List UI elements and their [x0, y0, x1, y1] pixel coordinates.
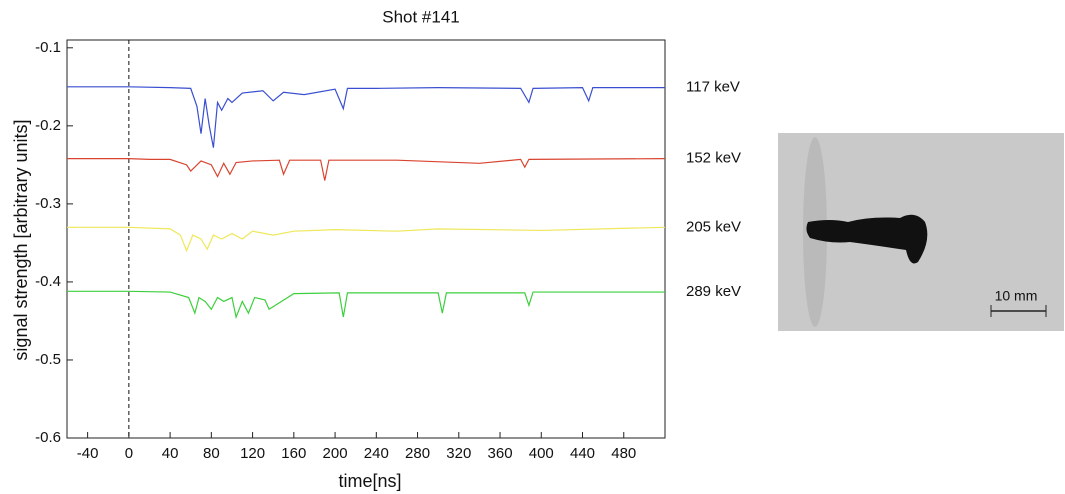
- series-line: [67, 290, 665, 320]
- x-tick-label: 200: [323, 445, 348, 462]
- x-tick-label: 0: [125, 445, 133, 462]
- series-line: [67, 158, 666, 181]
- chart-title: Shot #141: [382, 7, 460, 26]
- x-tick-label: 160: [281, 445, 306, 462]
- y-axis-label: signal strength [arbitrary units]: [11, 119, 31, 360]
- x-tick-label: 40: [162, 445, 179, 462]
- series-label: 289 keV: [686, 283, 741, 300]
- x-tick-label: 400: [529, 445, 554, 462]
- x-tick-label: 320: [446, 445, 471, 462]
- scale-label: 10 mm: [995, 288, 1038, 304]
- photo-blob: [806, 214, 928, 264]
- x-tick-label: 360: [488, 445, 513, 462]
- series-label: 117 keV: [686, 79, 740, 96]
- photo: 10 mm: [778, 133, 1064, 331]
- x-tick-label: 480: [611, 445, 636, 462]
- x-tick-label: 280: [405, 445, 430, 462]
- series-label: 152 keV: [686, 150, 741, 167]
- y-tick-label: -0.6: [35, 429, 61, 446]
- x-tick-label: 80: [203, 445, 220, 462]
- x-tick-label: -40: [77, 445, 99, 462]
- y-tick-label: -0.2: [35, 117, 61, 134]
- series-line: [67, 226, 666, 253]
- x-tick-label: 120: [240, 445, 265, 462]
- series-label: 205 keV: [686, 218, 741, 235]
- x-tick-label: 440: [570, 445, 595, 462]
- x-tick-label: 240: [364, 445, 389, 462]
- plot-frame: [66, 39, 666, 439]
- y-tick-label: -0.4: [35, 273, 61, 290]
- y-tick-label: -0.3: [35, 195, 61, 212]
- series-line: [67, 86, 665, 148]
- y-tick-label: -0.5: [35, 351, 61, 368]
- y-tick-label: -0.1: [35, 39, 61, 56]
- x-axis-label: time[ns]: [338, 471, 401, 491]
